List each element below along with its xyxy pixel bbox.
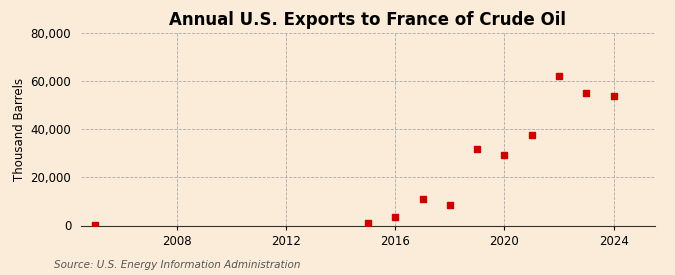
Point [608,94,619,98]
Point [417,197,428,201]
Point [389,215,400,219]
Point [499,152,510,157]
Point [89,223,100,227]
Text: Source: U.S. Energy Information Administration: Source: U.S. Energy Information Administ… [54,260,300,270]
Title: Annual U.S. Exports to France of Crude Oil: Annual U.S. Exports to France of Crude O… [169,11,566,29]
Y-axis label: Thousand Barrels: Thousand Barrels [14,78,26,181]
Point [526,133,537,138]
Point [554,74,564,79]
Point [581,91,592,95]
Point [472,146,483,151]
Point [362,221,373,225]
Point [444,203,455,207]
